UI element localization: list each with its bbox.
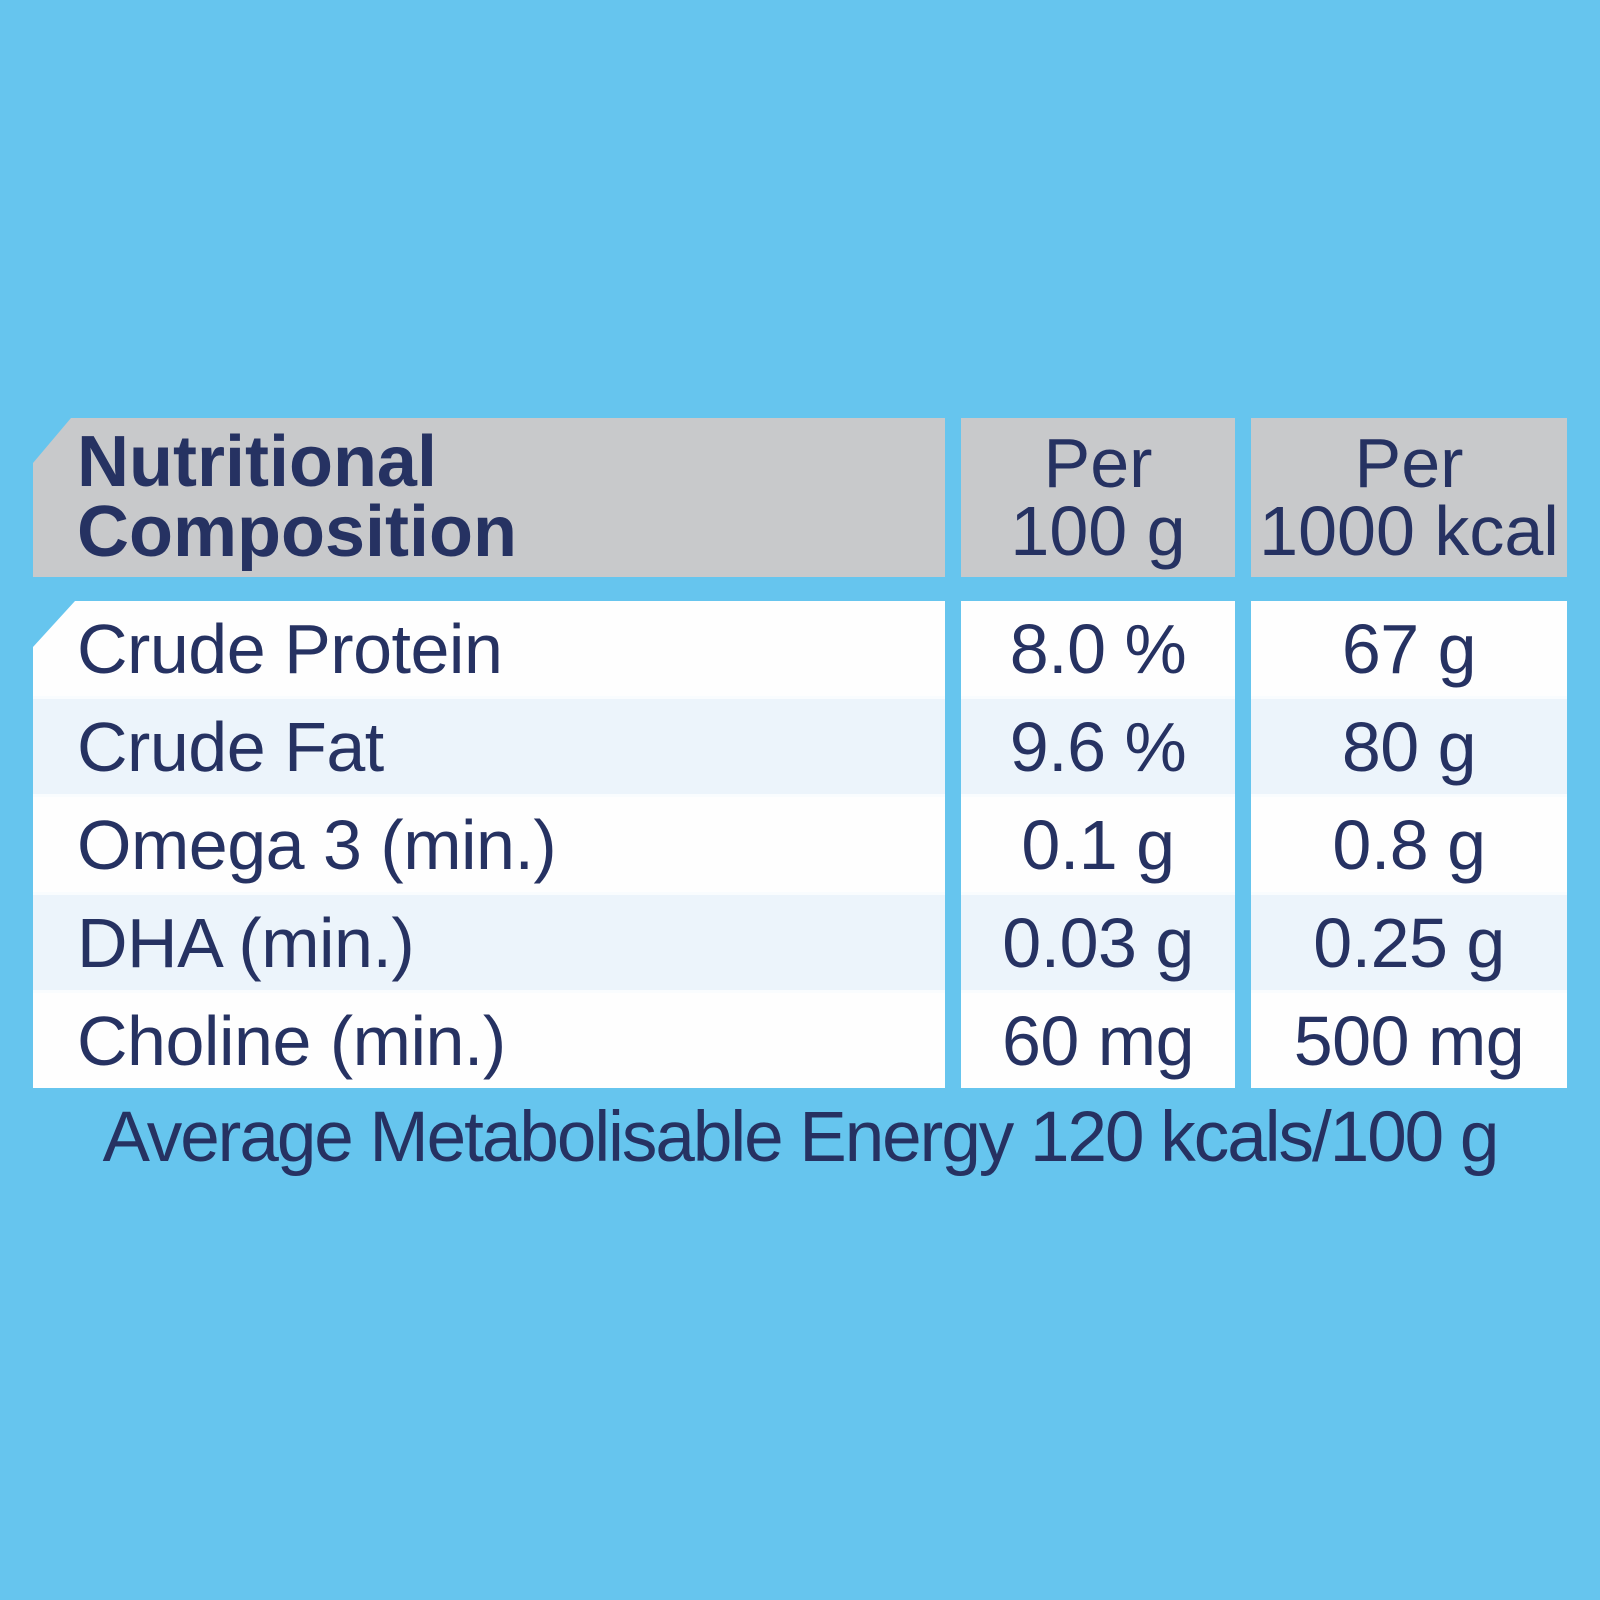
- row-label-cell: Crude Fat: [33, 696, 945, 794]
- header-cell-per-100g: Per 100 g: [961, 418, 1235, 577]
- row-per1000kcal-cell: 67 g: [1251, 601, 1567, 696]
- table-header-row: Nutritional Composition Per 100 g Per 10…: [33, 418, 1567, 577]
- header-body-gap: [33, 577, 1567, 601]
- per-100g-line2: 100 g: [1010, 491, 1186, 570]
- table-row: Omega 3 (min.) 0.1 g 0.8 g: [33, 794, 1567, 892]
- row-per1000kcal-cell: 0.8 g: [1251, 794, 1567, 892]
- row-label-cell: Omega 3 (min.): [33, 794, 945, 892]
- table-title-line2: Composition: [77, 491, 517, 572]
- row-label-cell: DHA (min.): [33, 892, 945, 990]
- row-per100g-cell: 9.6 %: [961, 696, 1235, 794]
- table-row: Crude Protein 8.0 % 67 g: [33, 601, 1567, 696]
- per-1000kcal-line1: Per: [1354, 424, 1464, 503]
- row-per100g-cell: 0.1 g: [961, 794, 1235, 892]
- row-per100g-cell: 0.03 g: [961, 892, 1235, 990]
- table-row: Choline (min.) 60 mg 500 mg: [33, 990, 1567, 1088]
- header-cell-title: Nutritional Composition: [33, 418, 945, 577]
- table-title-line1: Nutritional: [77, 422, 437, 503]
- nutritional-composition-table: Nutritional Composition Per 100 g Per 10…: [33, 418, 1567, 1088]
- row-label-cell: Crude Protein: [33, 601, 945, 696]
- header-cell-per-1000kcal: Per 1000 kcal: [1251, 418, 1567, 577]
- per-100g-line1: Per: [1043, 424, 1153, 503]
- table-row: Crude Fat 9.6 % 80 g: [33, 696, 1567, 794]
- row-per1000kcal-cell: 80 g: [1251, 696, 1567, 794]
- row-label-cell: Choline (min.): [33, 990, 945, 1088]
- row-per1000kcal-cell: 0.25 g: [1251, 892, 1567, 990]
- row-per100g-cell: 60 mg: [961, 990, 1235, 1088]
- table-row: DHA (min.) 0.03 g 0.25 g: [33, 892, 1567, 990]
- per-1000kcal-line2: 1000 kcal: [1259, 491, 1559, 570]
- row-per1000kcal-cell: 500 mg: [1251, 990, 1567, 1088]
- metabolisable-energy-note: Average Metabolisable Energy 120 kcals/1…: [102, 1098, 1500, 1177]
- row-per100g-cell: 8.0 %: [961, 601, 1235, 696]
